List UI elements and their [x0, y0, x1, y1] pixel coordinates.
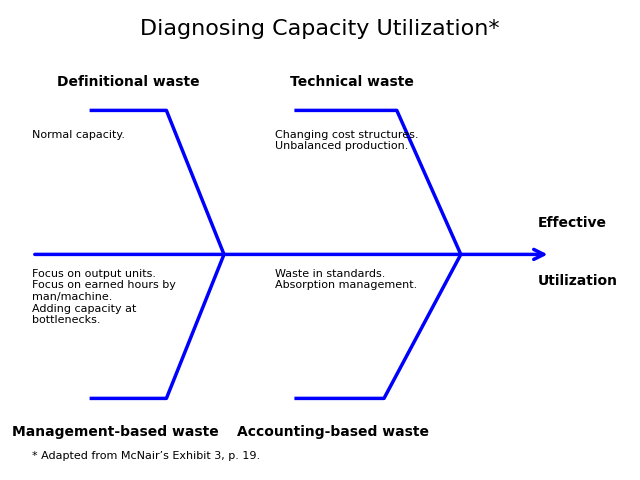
Text: Management-based waste: Management-based waste	[12, 425, 219, 439]
Text: Normal capacity.: Normal capacity.	[32, 130, 125, 140]
Text: Changing cost structures.
Unbalanced production.: Changing cost structures. Unbalanced pro…	[275, 130, 419, 151]
Text: Technical waste: Technical waste	[290, 74, 414, 89]
Text: * Adapted from McNair’s Exhibit 3, p. 19.: * Adapted from McNair’s Exhibit 3, p. 19…	[32, 451, 260, 461]
Text: Waste in standards.
Absorption management.: Waste in standards. Absorption managemen…	[275, 269, 417, 290]
Text: Effective: Effective	[538, 216, 607, 230]
Text: Utilization: Utilization	[538, 274, 618, 288]
Text: Definitional waste: Definitional waste	[57, 74, 199, 89]
Text: Focus on output units.
Focus on earned hours by
man/machine.
Adding capacity at
: Focus on output units. Focus on earned h…	[32, 269, 176, 325]
Text: Diagnosing Capacity Utilization*: Diagnosing Capacity Utilization*	[140, 19, 500, 39]
Text: Accounting-based waste: Accounting-based waste	[237, 425, 429, 439]
